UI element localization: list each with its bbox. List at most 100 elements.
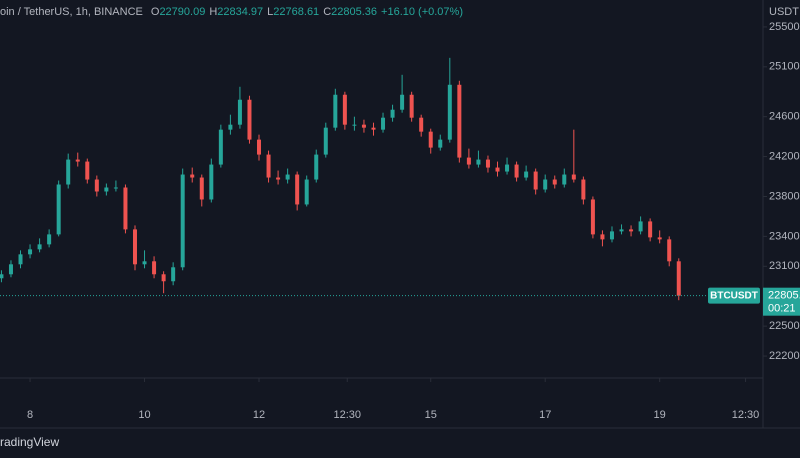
candle-body [190, 174, 195, 178]
candle-body [552, 179, 557, 185]
candle-body [199, 177, 204, 200]
candle-body [314, 154, 319, 180]
candle-body [257, 139, 262, 155]
candle-body [590, 199, 595, 235]
candle-body [304, 179, 309, 205]
x-tick-label: 12 [253, 409, 265, 421]
x-tick-label: 17 [539, 409, 551, 421]
symbol: oin / TetherUS, 1h, BINANCE [0, 6, 143, 18]
candle-body [457, 84, 462, 158]
candle-body [66, 159, 71, 185]
candle-body [218, 129, 223, 165]
candle-body [409, 94, 414, 118]
c-label: C [323, 6, 331, 18]
l-label: L [267, 6, 273, 18]
candle-body [419, 117, 424, 132]
candle-body [447, 84, 452, 140]
candle-body [113, 187, 118, 189]
candle-body [361, 124, 366, 128]
x-tick-label: 19 [654, 409, 666, 421]
candle-body [152, 261, 157, 275]
y-tick-label: 23100. [769, 260, 800, 272]
candle-body [94, 179, 99, 192]
candle-body [104, 187, 109, 192]
candle-body [495, 167, 500, 172]
y-tick-label: 25500. [769, 21, 800, 33]
candle-body [228, 124, 233, 130]
candle-body [8, 264, 13, 275]
candle-body [638, 221, 643, 232]
candle-body [285, 174, 290, 180]
candle-body [323, 127, 328, 155]
candle-body [657, 237, 662, 240]
candle-body [237, 99, 242, 125]
x-tick-label: 12:30 [732, 409, 760, 421]
candle-body [352, 124, 357, 126]
candle-body [524, 171, 529, 178]
candle-body [276, 177, 281, 180]
candle-body [505, 164, 510, 172]
y-tick-label: 22200. [769, 350, 800, 362]
x-tick-label: 10 [138, 409, 150, 421]
candle-body [47, 234, 52, 245]
candle-body [514, 164, 519, 178]
footer-brand: radingView [0, 435, 59, 449]
x-tick-label: 12:30 [333, 409, 361, 421]
candle-body [562, 174, 567, 185]
candle-body [132, 229, 137, 265]
candle-body [667, 239, 672, 262]
candle-body [400, 94, 405, 110]
candle-body [18, 254, 23, 265]
c-value: 22805.36 [331, 6, 377, 18]
y-tick-label: 24200. [769, 150, 800, 162]
candle-body [142, 261, 147, 265]
candle-body [295, 174, 300, 205]
price-badge [763, 287, 800, 316]
x-tick-label: 15 [425, 409, 437, 421]
candle-body [438, 139, 443, 148]
o-label: O [151, 6, 160, 18]
y-tick-label: 24600. [769, 111, 800, 123]
candle-body [476, 159, 481, 165]
candle-body [0, 274, 4, 279]
candle-body [629, 229, 634, 232]
change: +16.10 (+0.07%) [381, 6, 463, 18]
candle-body [266, 154, 271, 178]
symbol-badge [708, 287, 760, 304]
candle-body [180, 174, 185, 268]
candle-body [533, 171, 538, 190]
candle-body [571, 174, 576, 180]
candle-body [381, 117, 386, 130]
y-tick-label: 23400. [769, 230, 800, 242]
candle-body [676, 261, 681, 296]
y-tick-label: 23800. [769, 190, 800, 202]
y-tick-label: 25100. [769, 61, 800, 73]
candle-body [371, 127, 376, 130]
price-label: 22805. [768, 290, 800, 302]
y-axis-title: USDT [769, 6, 799, 18]
candle-body [485, 159, 490, 168]
l-value: 22768.61 [273, 6, 319, 18]
candle-body [161, 274, 166, 282]
countdown-label: 00:21 [768, 303, 796, 315]
h-value: 22834.97 [217, 6, 263, 18]
candle-body [390, 109, 395, 118]
candle-body [247, 99, 252, 140]
candle-body [85, 161, 90, 180]
candle-body [466, 157, 471, 165]
candle-body [209, 164, 214, 200]
candle-body [648, 221, 653, 238]
candle-body [600, 234, 605, 240]
candle-body [56, 184, 61, 235]
x-tick-label: 8 [27, 409, 33, 421]
candle-body [28, 249, 33, 255]
o-value: 22790.09 [159, 6, 205, 18]
candle-body [333, 94, 338, 128]
candle-body [123, 187, 128, 230]
symbol-label: BTCUSDT [710, 290, 758, 301]
candle-body [342, 94, 347, 125]
candle-body [619, 229, 624, 232]
